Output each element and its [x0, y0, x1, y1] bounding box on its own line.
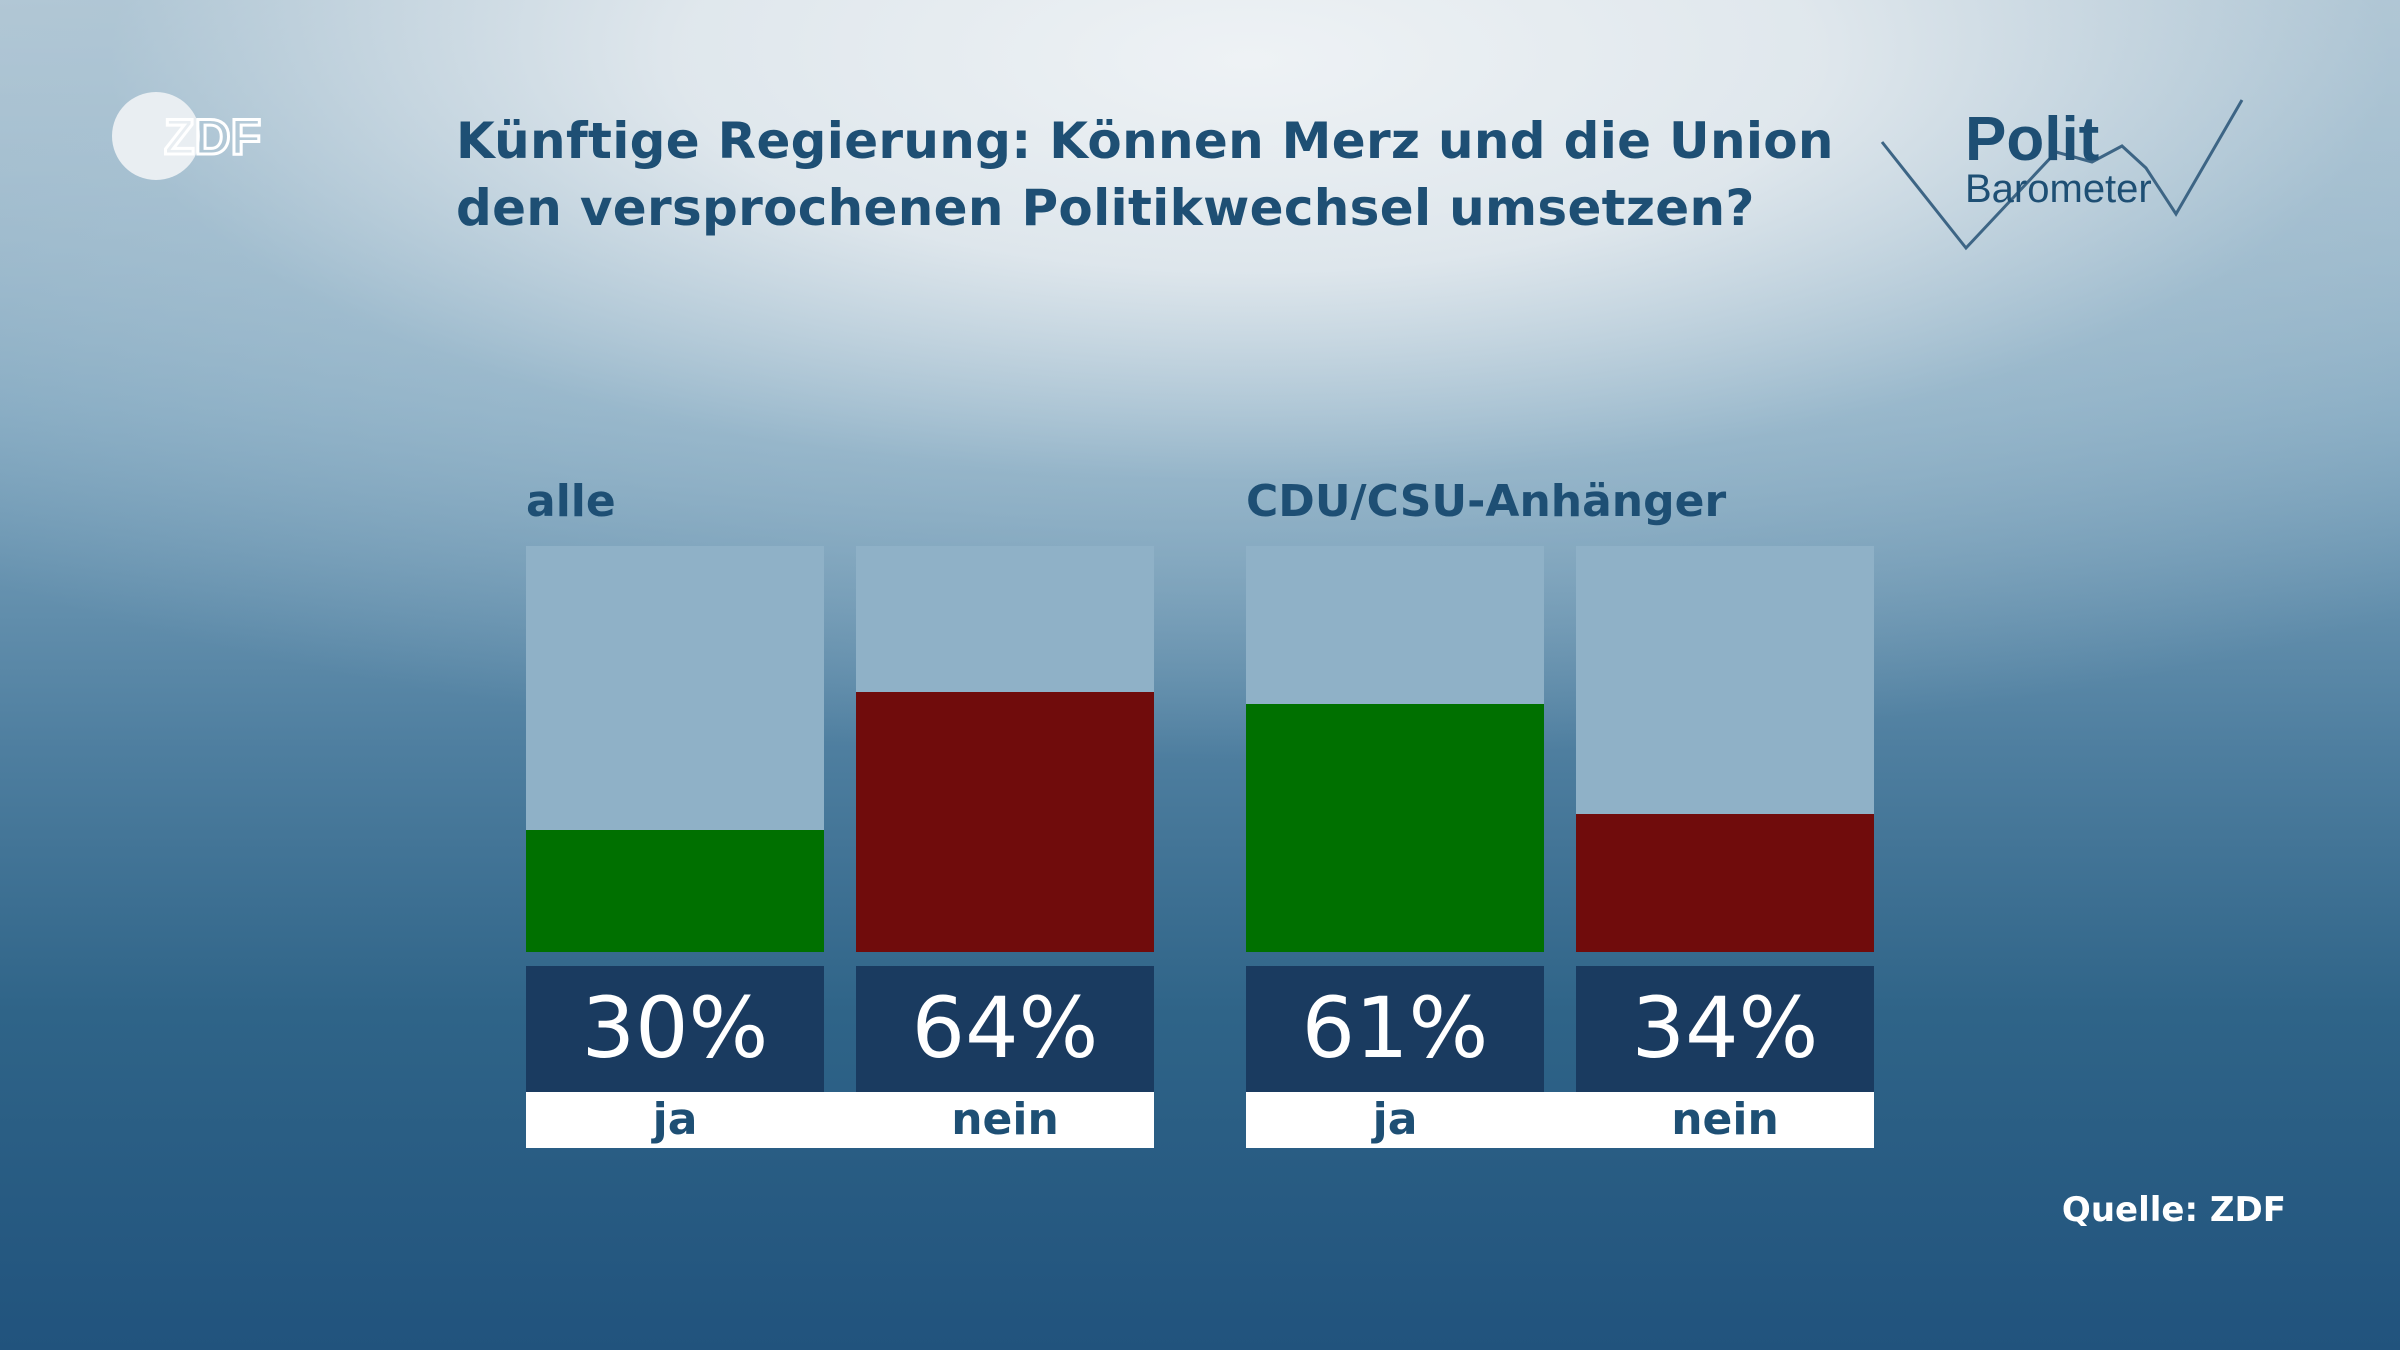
bar-track-cdu-csu-nein [1576, 546, 1874, 952]
value-label-cdu-csu-ja: 61% [1246, 966, 1544, 1092]
source-label: Quelle: ZDF [2061, 1190, 2286, 1230]
politbarometer-logo-icon [1880, 99, 2244, 251]
category-label-cdu-csu-ja: ja [1372, 1094, 1418, 1145]
category-label-alle-ja: ja [652, 1094, 698, 1145]
bar-track-cdu-csu-ja [1246, 546, 1544, 952]
title-line-1: Künftige Regierung: Können Merz und die … [456, 112, 1834, 170]
zdf-logo-text: ZDF [164, 109, 261, 165]
politbarometer-polit: Polit [1965, 105, 2100, 174]
value-label-cdu-csu-nein: 34% [1576, 966, 1874, 1092]
chart-title: Künftige Regierung: Können Merz und die … [456, 108, 1856, 242]
group-label-cdu-csu: CDU/CSU-Anhänger [1246, 476, 1727, 527]
value-label-alle-nein: 64% [856, 966, 1154, 1092]
politbarometer-barometer: Barometer [1965, 167, 2152, 211]
category-strip-alle [526, 1092, 1154, 1148]
bar-alle-ja [526, 830, 824, 952]
value-label-alle-ja: 30% [526, 966, 824, 1092]
group-label-alle: alle [526, 476, 616, 527]
bar-track-alle-nein [856, 546, 1154, 952]
bar-track-alle-ja [526, 546, 824, 952]
category-label-cdu-csu-nein: nein [1671, 1094, 1779, 1145]
title-line-2: den versprochenen Politikwechsel umsetze… [456, 179, 1755, 237]
bar-alle-nein [856, 692, 1154, 952]
bar-cdu-csu-ja [1246, 704, 1544, 952]
category-label-alle-nein: nein [951, 1094, 1059, 1145]
zdf-logo-icon: ZDF [112, 92, 263, 180]
bar-cdu-csu-nein [1576, 814, 1874, 952]
category-strip-cdu-csu [1246, 1092, 1874, 1148]
